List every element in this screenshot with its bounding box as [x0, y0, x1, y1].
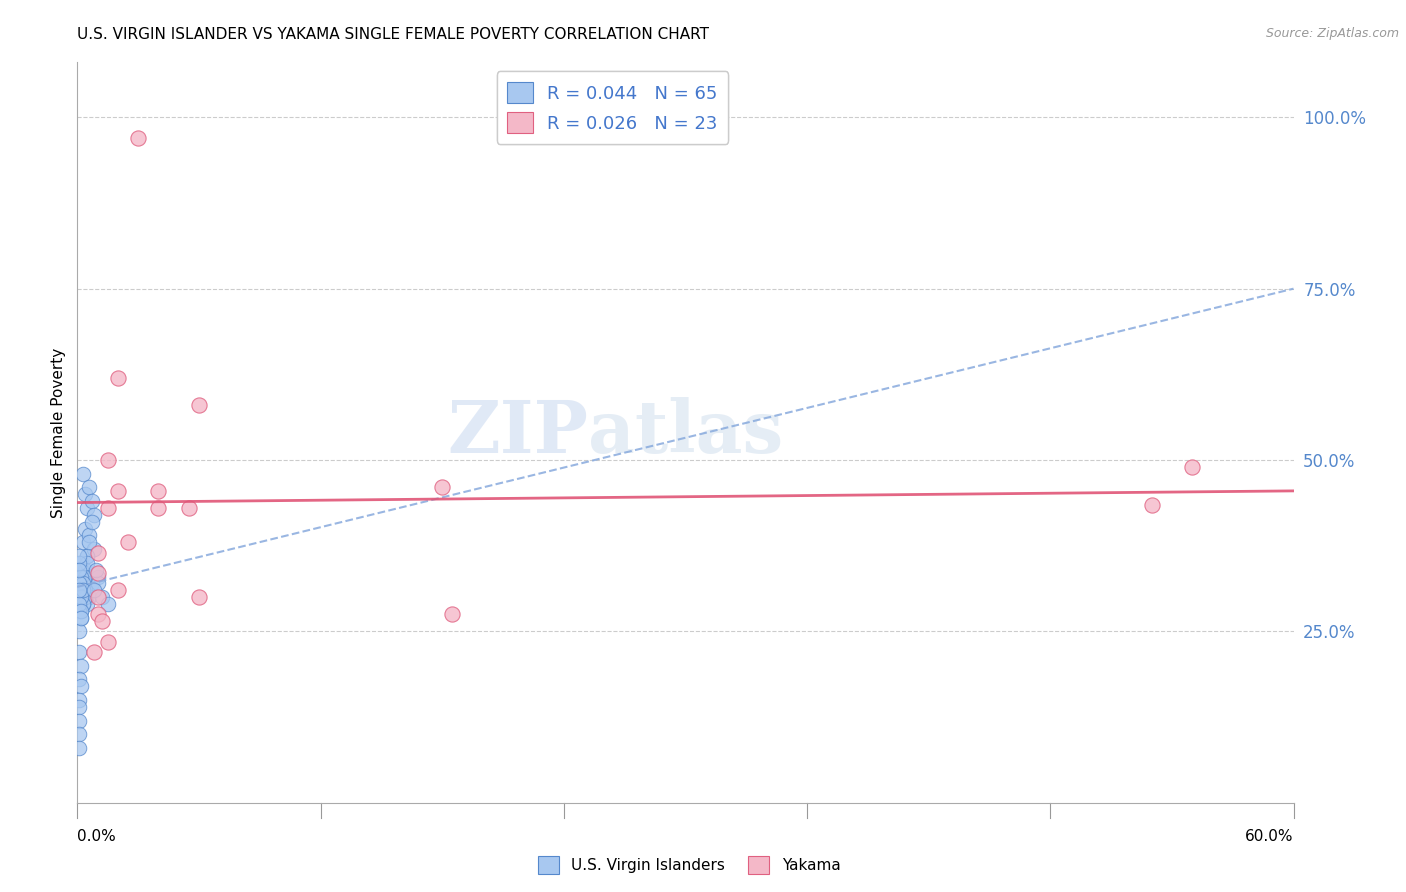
Point: [72, 576, 94, 591]
Point: [67, 741, 90, 756]
Point: [127, 131, 149, 145]
Point: [70, 658, 93, 673]
Point: [67, 556, 90, 570]
Point: [188, 398, 211, 412]
Point: [83, 645, 105, 659]
Point: [67, 604, 90, 618]
Point: [70, 569, 93, 583]
Point: [1140, 498, 1163, 512]
Point: [70, 556, 93, 570]
Point: [76, 549, 98, 563]
Point: [70, 590, 93, 604]
Point: [67, 673, 90, 687]
Point: [107, 371, 129, 385]
Point: [83, 583, 105, 598]
Point: [86, 607, 108, 622]
Point: [86, 590, 108, 604]
Point: [83, 508, 105, 522]
Point: [67, 699, 90, 714]
Point: [79, 480, 101, 494]
Point: [72, 569, 94, 583]
Point: [67, 549, 90, 563]
Point: [72, 583, 94, 598]
Point: [80, 515, 103, 529]
Point: [70, 611, 93, 625]
Point: [70, 604, 93, 618]
Point: [67, 576, 90, 591]
Point: [79, 590, 101, 604]
Point: [441, 607, 464, 622]
Point: [76, 556, 98, 570]
Point: [97, 453, 120, 467]
Point: [75, 563, 97, 577]
Point: [84, 563, 107, 577]
Point: [67, 597, 90, 611]
Point: [80, 494, 103, 508]
Point: [188, 590, 211, 604]
Point: [70, 590, 93, 604]
Point: [75, 487, 97, 501]
Text: Source: ZipAtlas.com: Source: ZipAtlas.com: [1265, 27, 1399, 40]
Point: [117, 535, 139, 549]
Point: [90, 590, 112, 604]
Point: [97, 634, 120, 648]
Point: [97, 597, 120, 611]
Point: [80, 576, 103, 591]
Point: [70, 583, 93, 598]
Point: [177, 501, 200, 516]
Point: [1181, 459, 1204, 474]
Point: [79, 528, 101, 542]
Point: [67, 727, 90, 741]
Y-axis label: Single Female Poverty: Single Female Poverty: [51, 348, 66, 517]
Point: [107, 483, 129, 498]
Point: [67, 624, 90, 639]
Point: [75, 590, 97, 604]
Point: [86, 576, 108, 591]
Point: [148, 483, 170, 498]
Point: [76, 501, 98, 516]
Point: [67, 714, 90, 728]
Point: [70, 583, 93, 598]
Text: 0.0%: 0.0%: [77, 829, 117, 844]
Point: [76, 549, 98, 563]
Point: [97, 501, 120, 516]
Point: [75, 569, 97, 583]
Point: [86, 545, 108, 559]
Point: [90, 614, 112, 628]
Point: [107, 583, 129, 598]
Legend: R = 0.044   N = 65, R = 0.026   N = 23: R = 0.044 N = 65, R = 0.026 N = 23: [496, 71, 728, 144]
Legend: U.S. Virgin Islanders, Yakama: U.S. Virgin Islanders, Yakama: [531, 850, 846, 880]
Text: ZIP: ZIP: [447, 397, 588, 468]
Point: [86, 566, 108, 581]
Point: [72, 597, 94, 611]
Point: [75, 522, 97, 536]
Text: atlas: atlas: [588, 397, 783, 468]
Point: [86, 569, 108, 583]
Point: [432, 480, 454, 494]
Point: [148, 501, 170, 516]
Point: [72, 535, 94, 549]
Point: [72, 576, 94, 591]
Point: [72, 467, 94, 481]
Point: [83, 542, 105, 557]
Text: 60.0%: 60.0%: [1246, 829, 1294, 844]
Point: [67, 583, 90, 598]
Point: [76, 597, 98, 611]
Point: [67, 645, 90, 659]
Text: U.S. VIRGIN ISLANDER VS YAKAMA SINGLE FEMALE POVERTY CORRELATION CHART: U.S. VIRGIN ISLANDER VS YAKAMA SINGLE FE…: [77, 27, 710, 42]
Point: [72, 583, 94, 598]
Point: [70, 611, 93, 625]
Point: [70, 679, 93, 693]
Point: [67, 693, 90, 707]
Point: [67, 563, 90, 577]
Point: [75, 583, 97, 598]
Point: [70, 604, 93, 618]
Point: [75, 590, 97, 604]
Point: [79, 535, 101, 549]
Point: [72, 590, 94, 604]
Point: [70, 563, 93, 577]
Point: [72, 597, 94, 611]
